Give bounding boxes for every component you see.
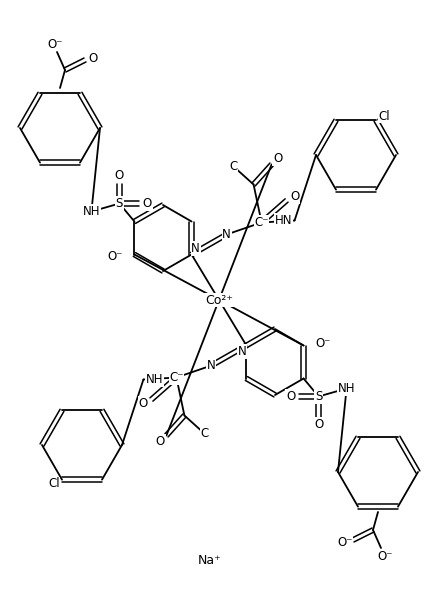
Text: HN: HN: [275, 214, 293, 227]
Text: O: O: [139, 397, 148, 410]
Text: Cl: Cl: [378, 110, 390, 123]
Text: O⁻: O⁻: [377, 549, 393, 563]
Text: C⁻: C⁻: [169, 371, 184, 384]
Text: O: O: [115, 169, 124, 182]
Text: Cl: Cl: [48, 477, 60, 490]
Text: N: N: [238, 345, 247, 358]
Text: C: C: [200, 427, 208, 440]
Text: O: O: [156, 435, 165, 448]
Text: O: O: [273, 152, 282, 165]
Text: O⁻: O⁻: [315, 337, 331, 350]
Text: O: O: [314, 418, 323, 431]
Text: O: O: [88, 51, 98, 65]
Text: Na⁺: Na⁺: [198, 554, 222, 566]
Text: S: S: [116, 197, 123, 210]
Text: NH: NH: [145, 373, 163, 386]
Text: NH: NH: [338, 382, 355, 395]
Text: N: N: [222, 228, 231, 241]
Text: Co²⁺: Co²⁺: [205, 293, 233, 307]
Text: O⁻: O⁻: [47, 37, 63, 51]
Text: NH: NH: [83, 205, 100, 218]
Text: O⁻: O⁻: [337, 535, 353, 549]
Text: S: S: [315, 390, 322, 403]
Text: N: N: [191, 242, 200, 255]
Text: O⁻: O⁻: [107, 250, 123, 263]
Text: O: O: [286, 390, 295, 403]
Text: C⁻: C⁻: [254, 216, 269, 229]
Text: O: O: [143, 197, 152, 210]
Text: O: O: [290, 190, 299, 203]
Text: N: N: [207, 359, 216, 372]
Text: C: C: [230, 160, 238, 173]
